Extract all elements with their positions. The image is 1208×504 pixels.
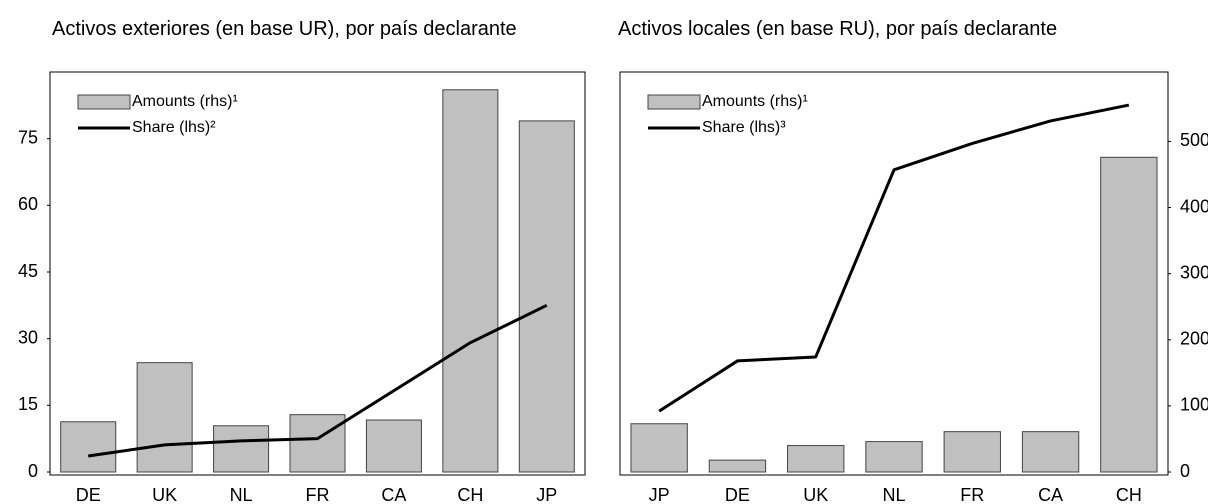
bar — [365, 419, 422, 473]
y-tick-label: 0 — [1180, 461, 1190, 481]
x-tick-label: CH — [1116, 485, 1142, 504]
line-series — [658, 103, 1130, 413]
x-tick-label: CA — [381, 485, 406, 504]
bar — [787, 445, 845, 473]
legend-label: Amounts (rhs)¹ — [132, 93, 238, 110]
x-tick-label: DE — [725, 485, 750, 504]
bar — [60, 421, 117, 473]
legend-label: Share (lhs)² — [132, 119, 216, 136]
chart-title: Activos locales (en base RU), por país d… — [618, 18, 1058, 40]
x-tick-label: JP — [536, 485, 557, 504]
y-tick-label: 45 — [18, 261, 38, 281]
x-tick-label: JP — [649, 485, 670, 504]
legend-label: Share (lhs)³ — [702, 119, 786, 136]
y-tick-label: 60 — [18, 194, 38, 214]
legend-swatch — [77, 94, 131, 110]
x-tick-label: UK — [152, 485, 177, 504]
bar — [1100, 156, 1158, 473]
y-tick-label: 0 — [28, 461, 38, 481]
y-tick-label: 30 — [18, 327, 38, 347]
bar — [136, 362, 193, 473]
x-tick-label: CH — [457, 485, 483, 504]
legend-swatch — [647, 94, 701, 110]
y-tick-label: 400 — [1180, 196, 1208, 216]
x-tick-label: FR — [306, 485, 330, 504]
bar — [518, 120, 575, 473]
chart-title: Activos exteriores (en base UR), por paí… — [52, 18, 517, 40]
bar — [630, 423, 688, 473]
x-tick-label: UK — [803, 485, 828, 504]
y-tick-label: 200 — [1180, 329, 1208, 349]
legend-label: Amounts (rhs)¹ — [702, 93, 808, 110]
plot-frame — [49, 71, 586, 476]
bar — [943, 431, 1001, 473]
bar — [442, 89, 499, 473]
line-series — [87, 303, 548, 458]
x-tick-label: NL — [882, 485, 905, 504]
bar — [708, 459, 767, 473]
x-tick-label: DE — [76, 485, 101, 504]
bar — [289, 414, 346, 473]
y-tick-label: 300 — [1180, 262, 1208, 282]
bar — [865, 441, 923, 473]
x-tick-label: FR — [960, 485, 984, 504]
x-tick-label: NL — [230, 485, 253, 504]
y-tick-label: 100 — [1180, 395, 1208, 415]
bar — [213, 425, 270, 473]
bar — [1021, 431, 1080, 473]
y-tick-label: 75 — [18, 127, 38, 147]
y-tick-label: 500 — [1180, 130, 1208, 150]
x-tick-label: CA — [1038, 485, 1063, 504]
y-tick-label: 15 — [18, 394, 38, 414]
